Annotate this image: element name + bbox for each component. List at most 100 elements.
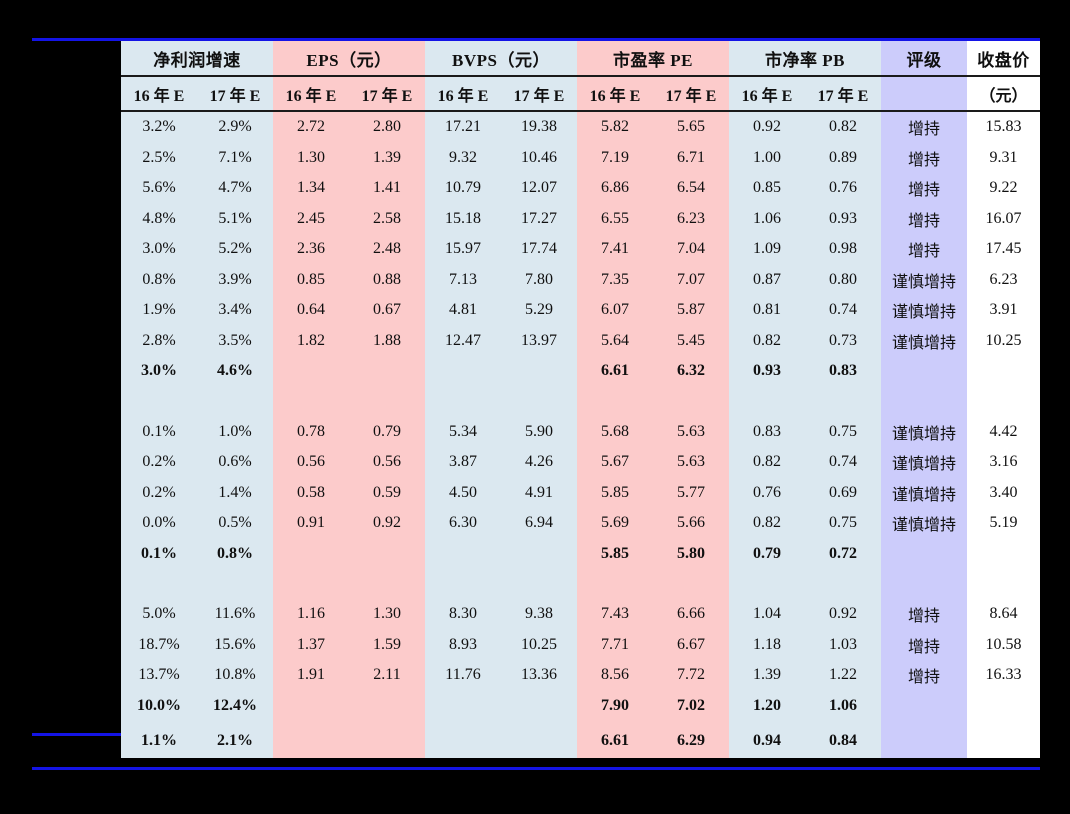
table-cell: 2.36 bbox=[273, 234, 349, 265]
table-cell: 11.76 bbox=[425, 660, 501, 691]
table-cell bbox=[729, 386, 806, 417]
table-cell: 7.13 bbox=[425, 264, 501, 295]
table-cell: 0.2% bbox=[121, 447, 197, 478]
table-cell bbox=[881, 721, 968, 724]
table-cell bbox=[197, 721, 273, 724]
table-cell: 0.82 bbox=[729, 508, 806, 539]
table-cell: 3.0% bbox=[121, 234, 197, 265]
table-cell: 9.31 bbox=[967, 142, 1041, 173]
table-row: 0.0% 0.5% 0.91 0.92 6.30 6.94 5.69 5.66 0.82 0.75… bbox=[121, 508, 1041, 539]
table-cell bbox=[881, 569, 968, 599]
table-cell bbox=[349, 356, 425, 387]
table-row: 2.5% 7.1% 1.30 1.39 9.32 10.46 7.19 6.71 1.00 0.8… bbox=[121, 142, 1041, 173]
table-cell: 10.58 bbox=[967, 629, 1041, 660]
table-cell: 0.82 bbox=[729, 325, 806, 356]
table-cell: 0.79 bbox=[349, 416, 425, 447]
table-cell: 0.2% bbox=[121, 477, 197, 508]
top-blue-rule bbox=[32, 38, 1040, 41]
table-cell: 3.40 bbox=[967, 477, 1041, 508]
table-row-subtotal: 10.0% 12.4% 7.90 7.02 1.20 1.06 bbox=[121, 690, 1041, 721]
table-cell bbox=[273, 690, 349, 721]
table-cell: 3.4% bbox=[197, 295, 273, 326]
table-row: 0.2% 1.4% 0.58 0.59 4.50 4.91 5.85 5.77 0.76 0.69… bbox=[121, 477, 1041, 508]
table-cell: 17.45 bbox=[967, 234, 1041, 265]
table-cell: 9.32 bbox=[425, 142, 501, 173]
table-cell bbox=[881, 690, 968, 721]
table-cell bbox=[121, 569, 197, 599]
table-row-subtotal: 0.1% 0.8% 5.85 5.80 0.79 0.72 bbox=[121, 538, 1041, 569]
table-cell bbox=[197, 386, 273, 417]
table-cell: 增持 bbox=[881, 111, 968, 143]
table-cell: 0.98 bbox=[805, 234, 882, 265]
table-cell: 10.79 bbox=[425, 173, 501, 204]
table-tail-strip bbox=[121, 721, 1041, 724]
table-cell: 谨慎增持 bbox=[881, 416, 968, 447]
table-cell: 0.93 bbox=[729, 356, 806, 387]
table-header: 净利润增速 EPS（元） BVPS（元） 市盈率 PE 市净率 PB 评级 收盘价 16 年… bbox=[121, 41, 1041, 112]
table-cell: 5.77 bbox=[653, 477, 730, 508]
table-cell: 0.87 bbox=[729, 264, 806, 295]
table-cell bbox=[349, 538, 425, 569]
column-group-header: EPS（元） bbox=[273, 41, 425, 77]
column-subheader: （元） bbox=[967, 76, 1041, 112]
column-subheader: 17 年 E bbox=[653, 76, 730, 112]
table-cell: 0.83 bbox=[805, 356, 882, 387]
table-cell: 10.46 bbox=[501, 142, 577, 173]
table-cell: 0.80 bbox=[805, 264, 882, 295]
table-cell: 1.4% bbox=[197, 477, 273, 508]
table-cell: 0.88 bbox=[349, 264, 425, 295]
table-cell: 7.71 bbox=[577, 629, 653, 660]
table-cell: 0.92 bbox=[729, 111, 806, 143]
table-row: 3.2% 2.9% 2.72 2.80 17.21 19.38 5.82 5.65 0.92 0.… bbox=[121, 111, 1041, 143]
table-cell: 0.6% bbox=[197, 447, 273, 478]
table-cell: 2.48 bbox=[349, 234, 425, 265]
table-cell bbox=[881, 538, 968, 569]
table-cell: 5.63 bbox=[653, 447, 730, 478]
table-cell: 0.8% bbox=[121, 264, 197, 295]
table-cell: 4.42 bbox=[967, 416, 1041, 447]
table-cell bbox=[425, 538, 501, 569]
column-group-header: 评级 bbox=[881, 41, 968, 77]
table-cell: 增持 bbox=[881, 599, 968, 630]
table-cell: 5.0% bbox=[121, 599, 197, 630]
table-cell: 15.97 bbox=[425, 234, 501, 265]
table-cell: 2.1% bbox=[197, 724, 273, 758]
table-cell: 9.38 bbox=[501, 599, 577, 630]
table-cell: 1.59 bbox=[349, 629, 425, 660]
valuation-table-container: 净利润增速 EPS（元） BVPS（元） 市盈率 PE 市净率 PB 评级 收盘价 16 年… bbox=[121, 41, 1041, 758]
table-cell: 0.92 bbox=[805, 599, 882, 630]
table-cell bbox=[197, 569, 273, 599]
table-cell: 4.6% bbox=[197, 356, 273, 387]
table-cell bbox=[501, 356, 577, 387]
table-cell: 0.64 bbox=[273, 295, 349, 326]
table-cell: 谨慎增持 bbox=[881, 508, 968, 539]
column-group-header: 净利润增速 bbox=[121, 41, 273, 77]
table-cell: 3.87 bbox=[425, 447, 501, 478]
table-cell: 5.34 bbox=[425, 416, 501, 447]
table-cell: 谨慎增持 bbox=[881, 264, 968, 295]
table-cell: 0.81 bbox=[729, 295, 806, 326]
column-group-header: BVPS（元） bbox=[425, 41, 577, 77]
table-cell bbox=[425, 721, 501, 724]
table-cell: 18.7% bbox=[121, 629, 197, 660]
table-cell: 7.41 bbox=[577, 234, 653, 265]
table-cell: 0.78 bbox=[273, 416, 349, 447]
table-cell bbox=[967, 721, 1041, 724]
column-subheader: 16 年 E bbox=[425, 76, 501, 112]
table-cell bbox=[967, 724, 1041, 758]
table-cell: 7.72 bbox=[653, 660, 730, 691]
table-cell: 谨慎增持 bbox=[881, 447, 968, 478]
table-cell: 6.67 bbox=[653, 629, 730, 660]
table-cell: 5.66 bbox=[653, 508, 730, 539]
table-cell: 6.54 bbox=[653, 173, 730, 204]
table-cell: 6.94 bbox=[501, 508, 577, 539]
column-subheader: 16 年 E bbox=[729, 76, 806, 112]
table-cell bbox=[273, 356, 349, 387]
table-cell: 6.86 bbox=[577, 173, 653, 204]
table-cell bbox=[349, 386, 425, 417]
table-cell bbox=[349, 690, 425, 721]
table-cell: 0.76 bbox=[729, 477, 806, 508]
table-cell: 5.65 bbox=[653, 111, 730, 143]
table-cell: 5.19 bbox=[967, 508, 1041, 539]
table-cell: 增持 bbox=[881, 203, 968, 234]
